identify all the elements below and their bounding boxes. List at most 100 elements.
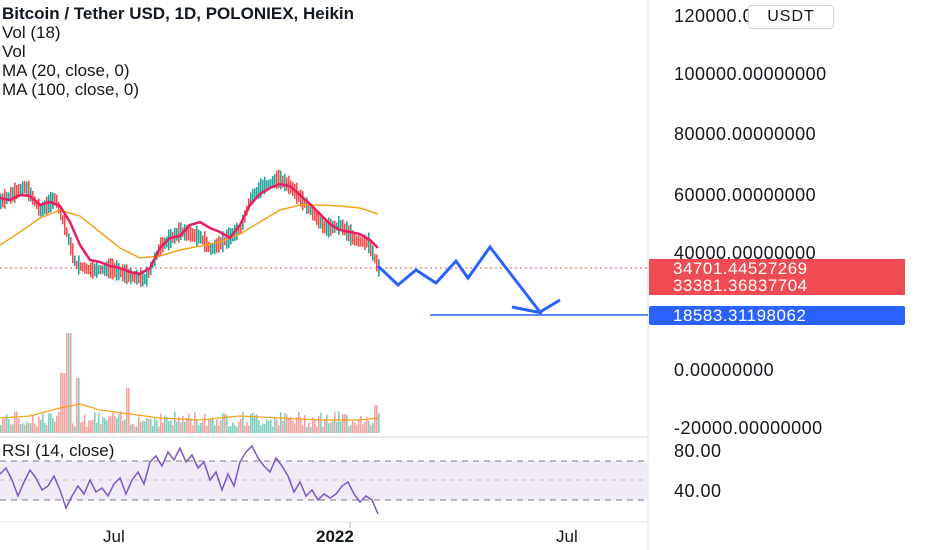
volume-bar-117 (234, 424, 236, 433)
candle-157 (314, 209, 316, 222)
candle-3 (6, 192, 8, 204)
candle-72 (144, 273, 146, 285)
candle-98 (196, 225, 198, 246)
candle-34 (68, 233, 70, 246)
candle-56 (112, 258, 114, 280)
volume-bar-73 (146, 417, 148, 433)
candle-41 (82, 262, 84, 272)
volume-bar-113 (226, 414, 228, 433)
candle-7 (14, 182, 16, 204)
candle-154 (308, 203, 310, 214)
volume-bar-70 (140, 422, 142, 433)
candle-63 (126, 264, 128, 285)
candle-24 (48, 194, 50, 214)
volume-bar-2 (4, 417, 6, 433)
candle-181 (362, 237, 364, 247)
volume-bar-108 (216, 419, 218, 433)
volume-bar-100 (200, 423, 202, 433)
candle-176 (352, 230, 354, 245)
volume-bar-173 (346, 415, 348, 433)
volume-bar-186 (372, 423, 374, 433)
indicator-ma100[interactable]: MA (100, close, 0) (2, 80, 140, 99)
y-tick-80000: 80000.00000000 (674, 124, 817, 144)
volume-bar-97 (194, 412, 196, 433)
candle-61 (122, 264, 124, 282)
volume-bar-43 (86, 426, 88, 433)
candle-134 (268, 179, 270, 189)
volume-bar-72 (144, 421, 146, 433)
volume-bar-19 (38, 416, 40, 433)
volume-bar-23 (46, 424, 48, 433)
candle-44 (88, 264, 90, 275)
candle-109 (218, 236, 220, 253)
ma-price-tag: 33381.36837704 (649, 276, 905, 295)
volume-bar-89 (178, 417, 180, 433)
volume-bar-103 (206, 426, 208, 433)
volume-bar-140 (280, 412, 282, 433)
candle-160 (320, 216, 322, 229)
candle-182 (364, 234, 366, 251)
candle-69 (138, 272, 140, 284)
volume-bar-167 (334, 412, 336, 433)
candle-29 (58, 201, 60, 214)
candle-101 (202, 235, 204, 245)
candle-22 (44, 200, 46, 215)
candle-130 (260, 178, 262, 199)
volume-bar-170 (340, 421, 342, 433)
x-tick-2022-label: 2022 (316, 527, 354, 546)
volume-bar-124 (248, 425, 250, 433)
candle-9 (18, 183, 20, 198)
volume-bar-150 (300, 416, 302, 433)
candle-186 (372, 245, 374, 261)
volume-bar-92 (184, 421, 186, 433)
candle-48 (96, 261, 98, 278)
candle-73 (146, 266, 148, 287)
volume-bar-44 (88, 420, 90, 433)
projection-zigzag (376, 244, 561, 314)
candle-155 (310, 206, 312, 215)
volume-bar-4 (8, 419, 10, 433)
indicator-vol18[interactable]: Vol (18) (2, 23, 61, 42)
volume-bar-32 (64, 373, 66, 433)
rsi-tick-80: 80.00 (674, 441, 722, 461)
candle-14 (28, 180, 30, 202)
volume-bar-5 (10, 424, 12, 433)
candle-125 (250, 192, 252, 205)
candle-106 (212, 242, 214, 254)
volume-bar-15 (30, 423, 32, 433)
volume-bar-163 (326, 414, 328, 433)
candle-51 (102, 265, 104, 274)
volume-bar-189 (378, 413, 380, 433)
volume-bar-40 (80, 422, 82, 433)
candle-177 (354, 232, 356, 246)
indicator-vol[interactable]: Vol (2, 42, 26, 61)
volume-bar-33 (66, 333, 68, 433)
volume-bar-56 (112, 412, 114, 433)
volume-bar-174 (348, 426, 350, 433)
candle-87 (174, 227, 176, 244)
volume-bar-120 (240, 419, 242, 433)
volume-bar-99 (198, 425, 200, 433)
indicator-ma20[interactable]: MA (20, close, 0) (2, 61, 130, 80)
chart-legend: Bitcoin / Tether USD, 1D, POLONIEX, Heik… (2, 4, 646, 99)
volume-bar-69 (138, 416, 140, 433)
candle-141 (282, 175, 284, 188)
candle-140 (280, 170, 282, 190)
volume-bar-42 (84, 414, 86, 433)
volume-bar-135 (270, 419, 272, 433)
candle-21 (42, 201, 44, 216)
x-tick-jul-2021: Jul (103, 527, 125, 546)
candle-10 (20, 183, 22, 196)
volume-bar-18 (36, 426, 38, 433)
candle-20 (40, 204, 42, 217)
volume-bar-187 (374, 405, 376, 433)
currency-button[interactable]: USDT (748, 5, 834, 29)
candle-45 (90, 262, 92, 278)
volume-bar-133 (266, 419, 268, 433)
candle-133 (266, 180, 268, 190)
candle-37 (74, 255, 76, 266)
volume-bar-162 (324, 418, 326, 433)
candle-112 (224, 237, 226, 246)
rsi-label[interactable]: RSI (14, close) (2, 441, 115, 460)
